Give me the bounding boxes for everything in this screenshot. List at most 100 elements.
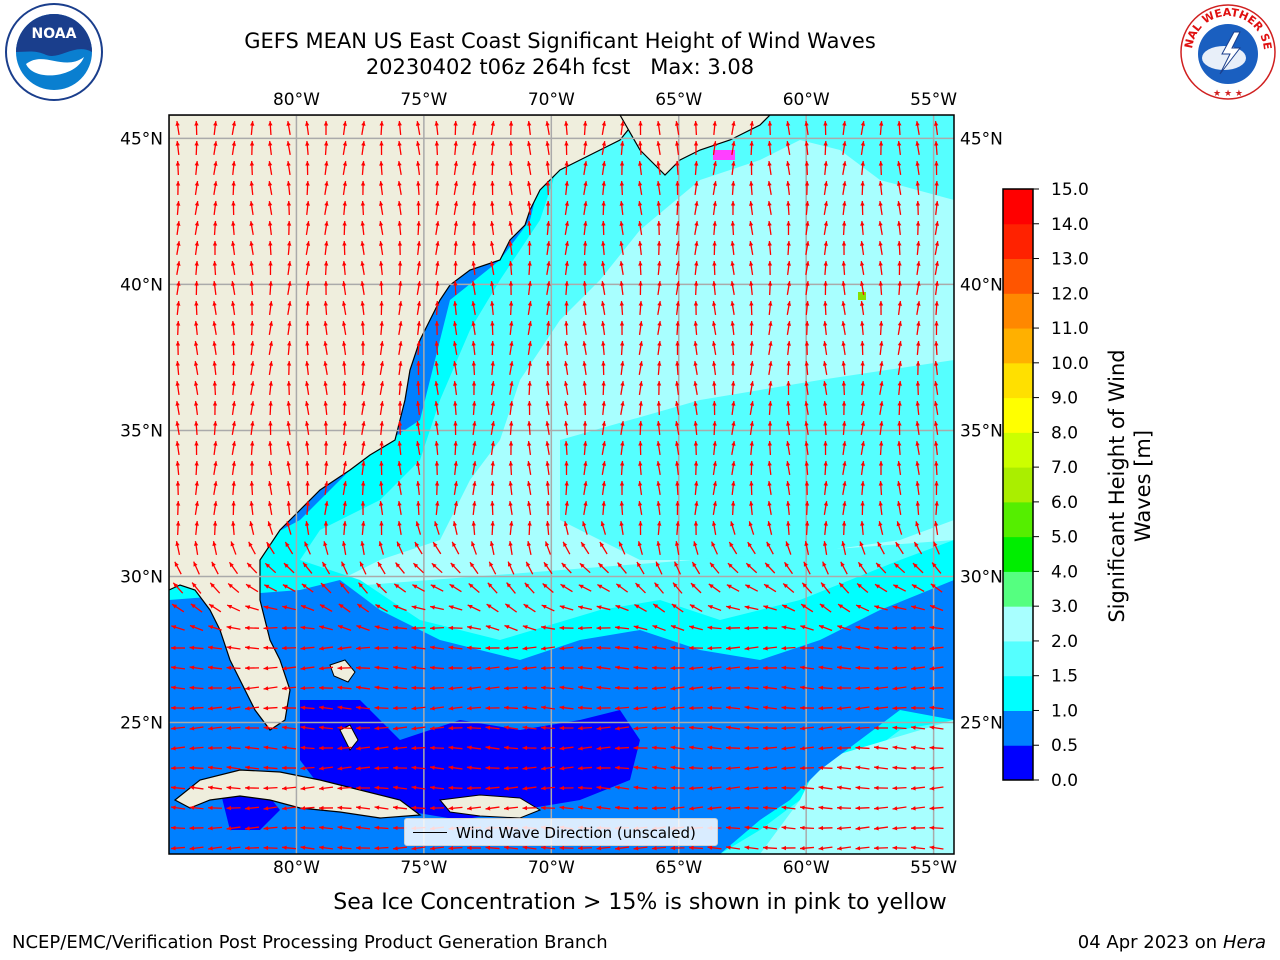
wave-arrow-head <box>860 141 866 146</box>
wave-arrow-head <box>638 401 643 406</box>
wave-arrow-head <box>786 401 791 406</box>
wave-arrow-head <box>342 441 348 446</box>
wave-arrow-head <box>337 746 343 751</box>
wave-arrow-head <box>545 341 551 346</box>
wave-arrow-head <box>746 563 752 568</box>
lon-label-bottom: 60°W <box>783 858 830 878</box>
wave-arrow-head <box>323 121 329 126</box>
wave-arrow-head <box>176 301 181 306</box>
wave-arrow-head <box>768 361 773 366</box>
wave-arrow-head <box>712 501 718 506</box>
wave-arrow-head <box>286 221 292 226</box>
lon-labels-top: 80°W 75°W 70°W 65°W 60°W 55°W <box>273 90 957 110</box>
wave-arrow-head <box>727 563 733 568</box>
colorbar-segment <box>1003 501 1033 538</box>
wave-arrow-head <box>541 786 546 791</box>
wave-arrow-head <box>393 825 398 831</box>
wave-arrow-head <box>379 521 384 526</box>
wave-arrow-head <box>212 381 218 386</box>
wave-arrow-head <box>710 562 715 568</box>
wave-arrow-head <box>749 281 754 286</box>
wave-arrow-head <box>282 584 288 589</box>
wave-arrow-head <box>841 281 846 286</box>
wave-arrow-head <box>804 361 809 366</box>
wave-arrow-head <box>226 645 232 650</box>
land-hispaniola <box>439 794 542 819</box>
wave-arrow-head <box>285 542 290 547</box>
wave-arrow-head <box>837 665 842 670</box>
wave-arrow-head <box>582 261 588 266</box>
wave-arrow-head <box>171 685 176 690</box>
wave-arrow-head <box>915 221 921 226</box>
colorbar-label: Significant Height of Wind Waves [m] <box>1104 336 1156 636</box>
wave-arrow-head <box>731 441 736 446</box>
wave-arrow-head <box>267 501 273 506</box>
wave-arrow-head <box>763 685 768 690</box>
footer-date-text: 04 Apr 2023 on <box>1077 932 1223 953</box>
wave-arrow-head <box>379 381 385 386</box>
wave-arrow-head <box>379 441 384 446</box>
wave-arrow-head <box>249 301 255 306</box>
wave-arrow-head <box>268 401 273 406</box>
wave-arrow-head <box>190 603 196 609</box>
wave-arrow-head <box>448 706 454 711</box>
wave-arrow-head <box>673 582 678 588</box>
wave-arrow-head <box>374 805 380 810</box>
wave-arrow-head <box>818 625 824 630</box>
map-area <box>169 115 954 854</box>
wave-arrow-head <box>675 161 680 166</box>
wave-arrow-head <box>730 501 736 506</box>
wave-arrow-head <box>522 725 528 730</box>
wave-arrow-head <box>731 141 736 146</box>
wave-arrow-head <box>268 221 273 226</box>
wave-arrow-head <box>508 221 513 226</box>
wave-arrow-head <box>411 785 417 790</box>
wave-arrow-head <box>823 441 828 446</box>
wave-arrow-head <box>670 806 676 811</box>
wave-arrow-head <box>897 141 902 146</box>
wave-arrow-head <box>763 646 768 651</box>
wave-arrow-head <box>524 582 530 588</box>
wave-arrow-head <box>878 241 883 246</box>
wave-arrow-head <box>749 361 755 366</box>
wave-arrow-head <box>934 241 940 246</box>
wave-arrow-head <box>916 261 921 266</box>
wave-arrow-head <box>194 281 199 286</box>
wave-arrow-head <box>467 604 473 609</box>
wave-arrow-head <box>490 321 495 326</box>
wave-arrow-head <box>726 646 731 651</box>
wave-arrow-head <box>564 501 569 506</box>
wave-arrow-head <box>194 181 200 186</box>
wave-arrow-head <box>522 666 528 671</box>
wave-arrow-head <box>305 461 310 466</box>
wave-arrow-head <box>859 541 864 547</box>
colorbar-segment <box>1003 467 1033 503</box>
wave-arrow-head <box>855 765 861 770</box>
wave-arrow-head <box>818 705 824 711</box>
wave-arrow-head <box>375 604 381 609</box>
wave-arrow-head <box>879 121 884 126</box>
wave-arrow-head <box>800 705 805 711</box>
wave-arrow-head <box>415 141 421 146</box>
wave-arrow-head <box>656 381 662 386</box>
wave-arrow-head <box>874 625 879 631</box>
wave-arrow-head <box>656 481 661 486</box>
colorbar-tick-label: 11.0 <box>1051 319 1089 339</box>
wave-arrow-head <box>859 241 865 246</box>
wave-arrow-head <box>230 241 236 246</box>
wave-arrow-head <box>615 785 620 790</box>
wave-arrow-head <box>411 706 417 711</box>
wave-arrow-head <box>452 541 457 547</box>
wave-arrow-head <box>892 745 898 750</box>
wave-arrow-head <box>504 745 509 750</box>
wave-arrow-head <box>675 181 680 186</box>
wave-arrow-head <box>467 725 472 731</box>
wave-arrow-head <box>171 705 176 711</box>
wave-arrow-head <box>804 121 809 126</box>
wave-arrow-head <box>858 562 863 568</box>
wave-arrow-head <box>263 666 269 671</box>
wave-arrow-head <box>430 625 435 631</box>
wave-arrow-head <box>878 321 884 326</box>
wave-arrow-head <box>731 121 736 126</box>
wave-arrow-head <box>578 705 583 711</box>
